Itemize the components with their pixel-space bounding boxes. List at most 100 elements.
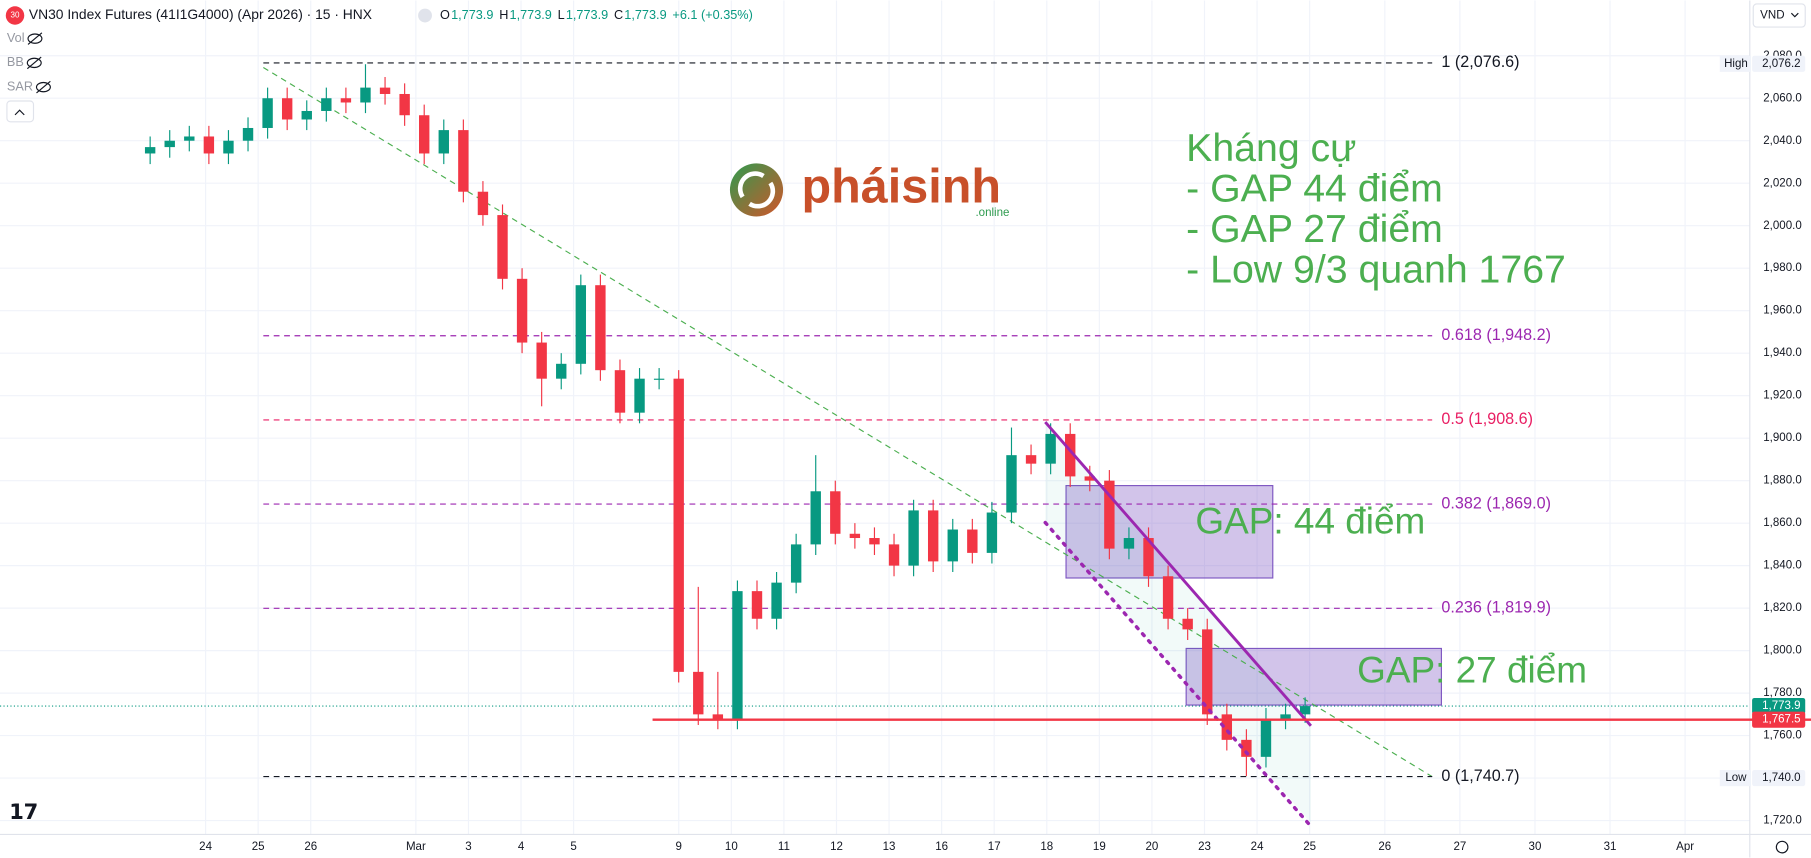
ohlc-key: H: [499, 8, 508, 22]
candle-body: [1006, 455, 1017, 513]
candle-body: [732, 591, 743, 719]
candle-body: [242, 127, 254, 141]
candle-body: [536, 342, 547, 379]
gap-label: GAP: 27 điểm: [1357, 649, 1587, 690]
ohlc-value: 1,773.9: [451, 8, 493, 22]
fib-label: 0.236 (1,819.9): [1441, 599, 1551, 617]
y-tick-label: 1,820.0: [1763, 602, 1801, 614]
annotation-line: - Low 9/3 quanh 1767: [1186, 247, 1566, 291]
hidden-icon: [35, 81, 51, 93]
fib-label: 0.382 (1,869.0): [1441, 494, 1551, 512]
y-tick-label: 1,940.0: [1763, 347, 1801, 359]
x-tick-label: 31: [1604, 841, 1617, 853]
x-tick-label: 13: [883, 841, 896, 853]
candle-body: [1182, 618, 1193, 630]
candle-body: [164, 140, 175, 148]
hidden-icon: [26, 57, 42, 69]
change: +6.1 (+0.35%): [672, 8, 752, 22]
candle-body: [458, 130, 469, 192]
x-tick-label: 3: [465, 841, 471, 853]
x-tick-label: 20: [1146, 841, 1159, 853]
candle-body: [301, 110, 312, 120]
fib-label: 0 (1,740.7): [1441, 767, 1519, 785]
settings-icon[interactable]: [1775, 840, 1789, 854]
annotation-line: Kháng cự: [1186, 126, 1356, 170]
candle-body: [1025, 455, 1037, 464]
candle-body: [1260, 718, 1272, 757]
x-tick-label: 12: [830, 841, 843, 853]
fib-label: 1 (2,076.6): [1441, 53, 1519, 71]
candle-body: [340, 98, 352, 103]
y-tick-label: 2,000.0: [1763, 220, 1801, 232]
x-tick-label: 11: [778, 841, 790, 853]
candle-body: [360, 87, 371, 103]
y-tick-label: 1,960.0: [1763, 305, 1801, 317]
candle-body: [1045, 433, 1056, 464]
candle-body: [888, 544, 900, 566]
indicator-name: BB: [7, 55, 24, 69]
currency: VND: [1760, 10, 1784, 22]
x-tick-label: 9: [676, 841, 682, 853]
logo-suffix: .online: [975, 207, 1009, 219]
candle-body: [810, 491, 821, 545]
candle-body: [1299, 706, 1311, 715]
y-tick-label: 2,040.0: [1763, 135, 1801, 147]
candle-body: [262, 98, 273, 128]
candle-body: [1104, 480, 1115, 549]
candle-body: [419, 115, 430, 154]
price-markers: 1,773.9 1,767.5 2,076.2 High 1,740.0 Low: [652, 55, 1811, 787]
gap-label: GAP: 44 điểm: [1195, 500, 1425, 541]
y-tick-label: 1,840.0: [1763, 560, 1801, 572]
candle-body: [595, 285, 606, 371]
gap-box: [1185, 647, 1442, 706]
candle-body: [477, 191, 489, 216]
high-marker: [1752, 55, 1806, 72]
candle-body: [967, 529, 978, 553]
x-tick-label: 24: [199, 841, 212, 853]
candle-body: [1202, 629, 1213, 715]
candle-body: [849, 533, 861, 539]
annotation-line: - GAP 27 điểm: [1186, 207, 1443, 251]
candle-body: [144, 147, 156, 154]
y-tick-label: 1,860.0: [1763, 517, 1801, 529]
y-tick-label: 1,900.0: [1763, 432, 1801, 444]
hidden-icon-slash: [27, 32, 43, 45]
collapse-icon: [14, 109, 25, 116]
hidden-icon-slash: [36, 80, 51, 94]
candle-body: [516, 278, 528, 343]
y-tick-label: 1,720.0: [1763, 815, 1801, 827]
hidden-icon-slash: [26, 56, 42, 70]
x-tick-label: 24: [1251, 841, 1264, 853]
candle-body: [1241, 739, 1252, 757]
tv-logo: 𝟭𝟳: [9, 801, 38, 824]
resistance-line: [1044, 421, 1312, 727]
y-tick-label: 1,880.0: [1763, 475, 1801, 487]
x-tick-label: 19: [1093, 841, 1106, 853]
candle-body: [575, 285, 587, 364]
x-tick-label: 18: [1040, 841, 1053, 853]
annotation-line: - GAP 44 điểm: [1186, 166, 1443, 210]
fib-label: 0.5 (1,908.6): [1441, 410, 1533, 428]
candle-body: [693, 671, 704, 715]
candle-body: [1123, 538, 1135, 549]
candle-body: [1143, 538, 1154, 577]
candle-body: [614, 370, 626, 413]
candle-body: [203, 136, 215, 154]
x-tick-label: 17: [988, 841, 1001, 853]
high-marker-label: 2,076.2: [1762, 58, 1800, 70]
channel-line: [1043, 520, 1313, 829]
x-tick-label: 23: [1198, 841, 1211, 853]
x-tick-label: Mar: [406, 841, 426, 853]
candle-body: [1084, 476, 1095, 481]
indicators: Vol BB SAR: [7, 31, 51, 94]
y-tick-label: 2,020.0: [1763, 177, 1801, 189]
x-tick-label: 5: [570, 841, 576, 853]
currency-button[interactable]: [1752, 3, 1806, 28]
status-dot: [418, 8, 432, 23]
x-tick-label: 16: [935, 841, 948, 853]
candle-body: [712, 714, 724, 719]
y-tick-label: 1,780.0: [1763, 687, 1801, 699]
candle-body: [399, 93, 410, 116]
candle-body: [438, 130, 449, 154]
x-tick-label: 4: [518, 841, 525, 853]
